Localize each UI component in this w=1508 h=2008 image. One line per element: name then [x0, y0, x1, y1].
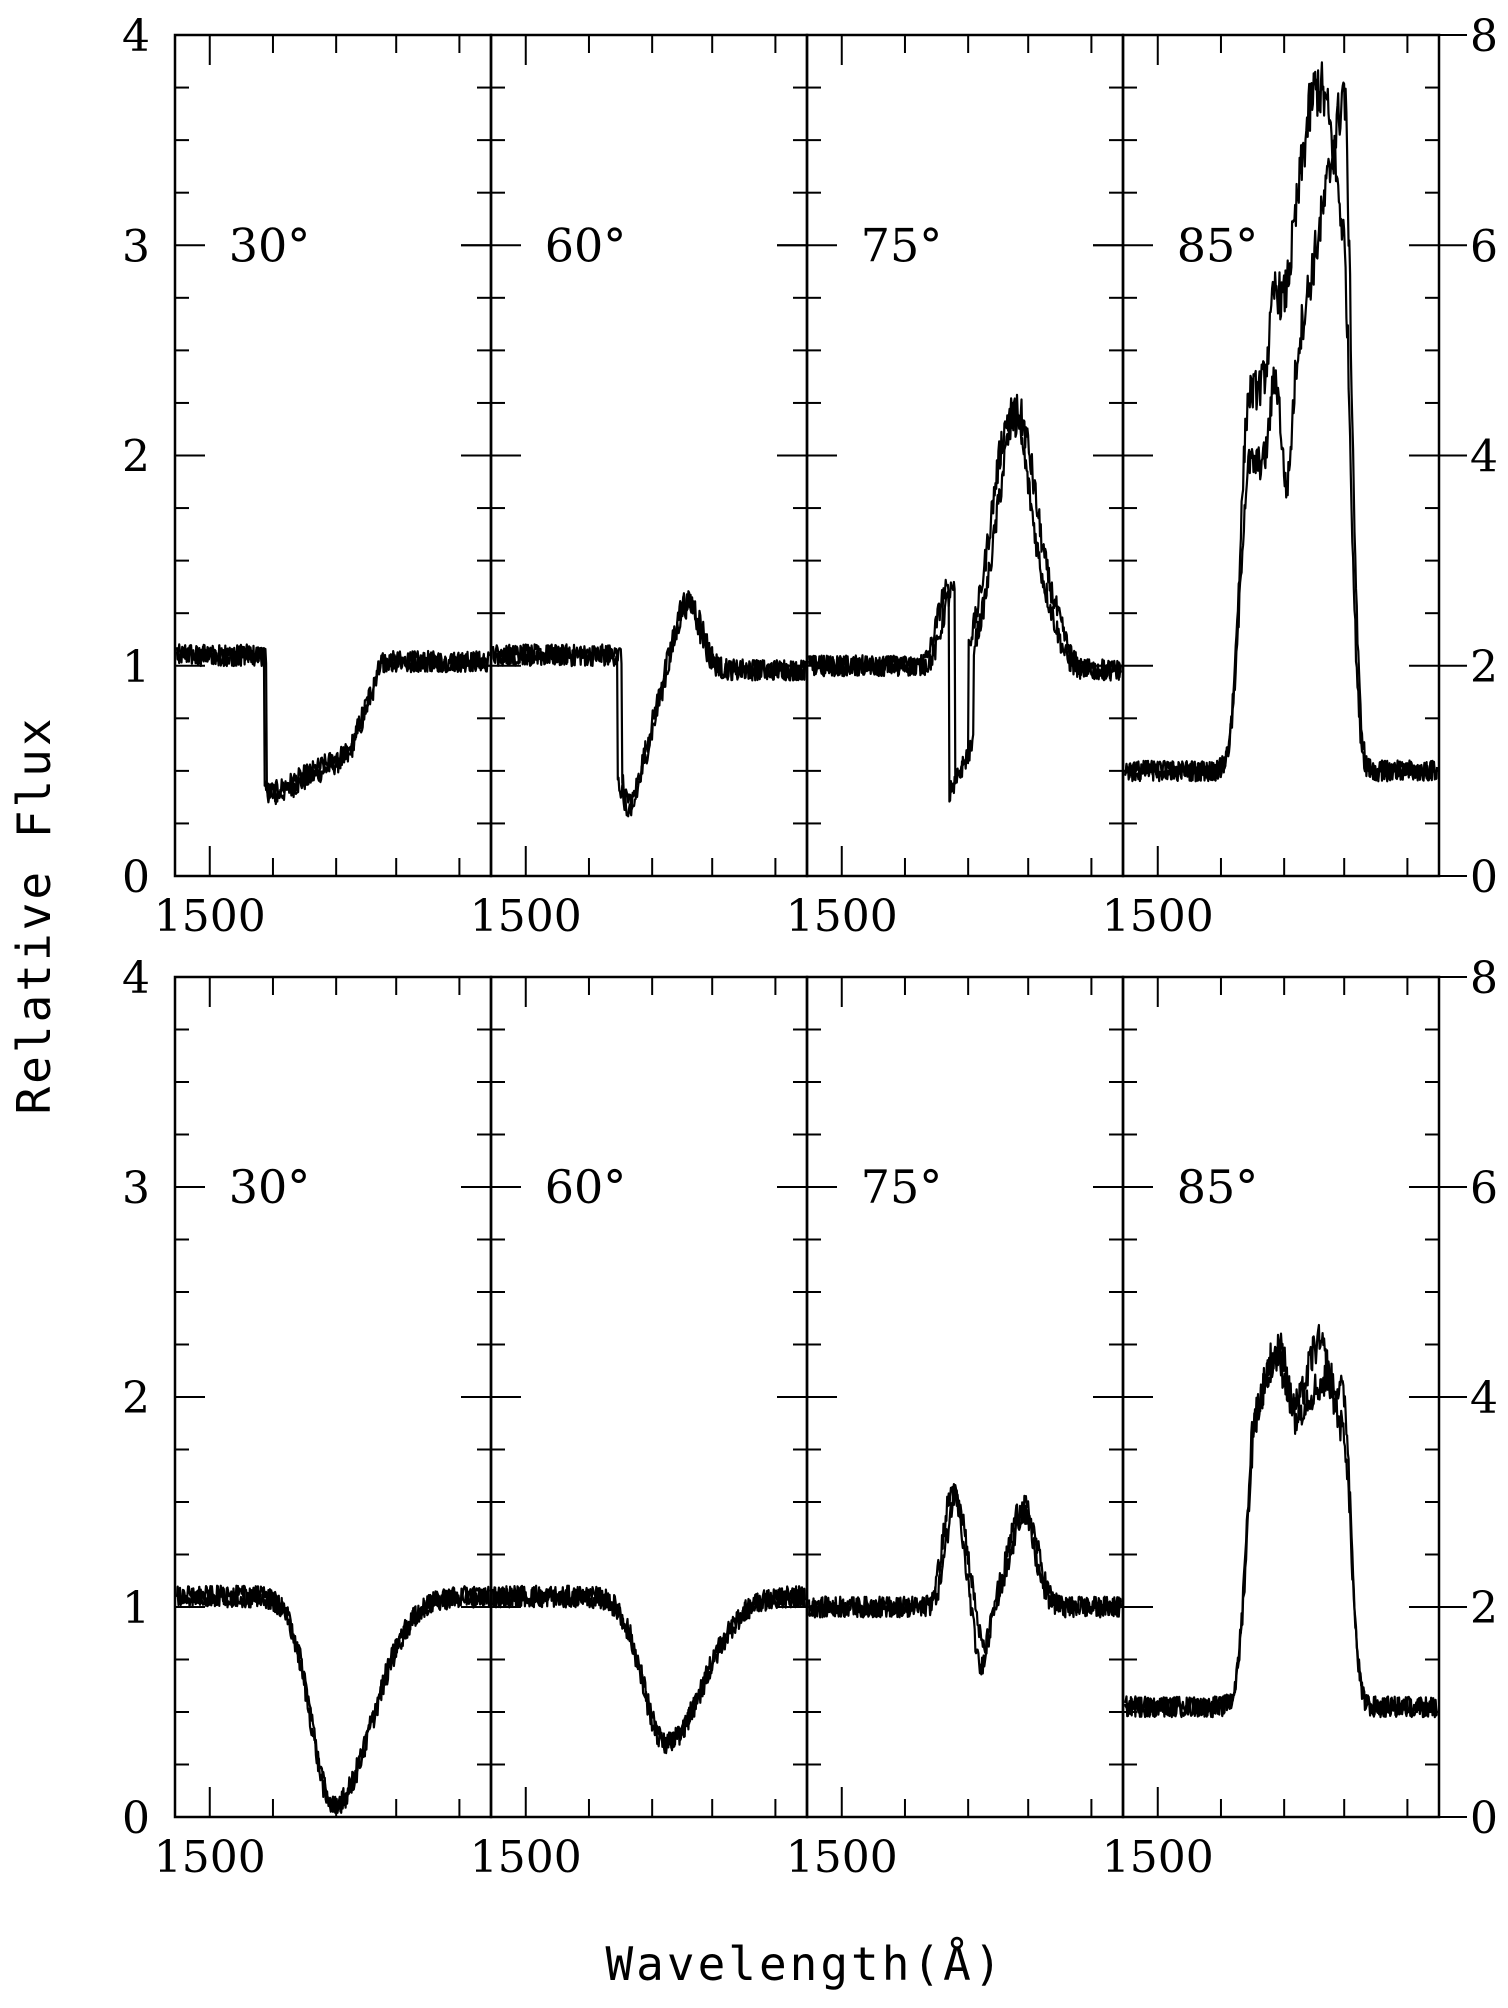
spectrum-series-2: [1123, 81, 1438, 783]
panel-bottom-0: 1500 30°: [154, 975, 493, 1883]
panel-top-2: 1500 75°: [777, 33, 1125, 942]
panel-grid: 150030°150060°150075°150085°012340246815…: [122, 11, 1498, 1883]
spectrum-series-1: [175, 1584, 491, 1814]
panel-frame: [173, 33, 493, 878]
x-tick-label: 1500: [470, 1832, 582, 1883]
panel-top-0: 1500 30°: [154, 33, 493, 942]
y-tick-label-right: 6: [1470, 221, 1498, 272]
spectrum-series-1: [807, 397, 1123, 803]
panel-bottom-2: 1500 75°: [777, 975, 1125, 1883]
spectrum-series-2: [491, 1584, 807, 1754]
y-axis-title: Relative Flux: [7, 715, 61, 1114]
panel-angle-label: 85°: [1177, 218, 1259, 272]
panel-frame: [805, 975, 1125, 1819]
spectrum-series-1: [491, 591, 807, 818]
panel-angle-label: 75°: [861, 1160, 943, 1214]
x-tick-label: 1500: [786, 1832, 898, 1883]
panel-angle-label: 30°: [229, 218, 311, 272]
spectrum-series-2: [491, 590, 807, 811]
y-tick-label-right: 4: [1470, 1373, 1498, 1424]
y-tick-label-right: 2: [1470, 642, 1498, 693]
y-tick-label-left: 2: [122, 1373, 150, 1424]
y-tick-label-right: 0: [1470, 1793, 1498, 1844]
y-tick-label-left: 2: [122, 432, 150, 483]
spectrum-series-2: [807, 1483, 1123, 1655]
panel-bottom-1: 1500 60°: [461, 975, 809, 1883]
panel-angle-label: 30°: [229, 1160, 311, 1214]
y-tick-label-left: 4: [122, 953, 150, 1004]
y-tick-label-right: 8: [1470, 953, 1498, 1004]
panel-angle-label: 60°: [545, 218, 627, 272]
spectrum-series-1: [807, 1484, 1123, 1676]
panel-bottom-3: 1500 85°: [1093, 975, 1467, 1883]
y-tick-label-left: 3: [122, 221, 150, 272]
panel-frame: [1121, 975, 1441, 1819]
panel-frame: [489, 975, 809, 1819]
y-tick-label-right: 0: [1470, 852, 1498, 903]
panel-angle-label: 85°: [1177, 1160, 1259, 1214]
spectrum-series-2: [175, 643, 491, 803]
panel-top-3: 1500 85°: [1093, 33, 1467, 942]
y-tick-label-left: 1: [122, 1583, 150, 1634]
panel-frame: [805, 33, 1125, 878]
y-tick-label-right: 6: [1470, 1163, 1498, 1214]
y-tick-label-left: 0: [122, 852, 150, 903]
panel-top-1: 1500 60°: [461, 33, 809, 942]
x-tick-label: 1500: [1102, 1832, 1214, 1883]
y-tick-label-right: 8: [1470, 11, 1498, 62]
spectrum-series-2: [1123, 1332, 1439, 1719]
y-tick-label-left: 3: [122, 1163, 150, 1214]
panel-frame: [173, 975, 493, 1819]
panel-angle-label: 60°: [545, 1160, 627, 1214]
y-tick-label-left: 1: [122, 642, 150, 693]
y-tick-label-right: 4: [1470, 432, 1498, 483]
panel-angle-label: 75°: [861, 218, 943, 272]
spectrum-series-2: [176, 1584, 491, 1814]
x-tick-label: 1500: [154, 1832, 266, 1883]
spectrum-series-2: [807, 393, 1123, 785]
x-tick-label: 1500: [786, 891, 898, 942]
x-tick-label: 1500: [154, 891, 266, 942]
x-tick-label: 1500: [470, 891, 582, 942]
x-tick-label: 1500: [1102, 891, 1214, 942]
spectrum-series-1: [1123, 1323, 1439, 1719]
x-axis-title: Wavelength(Å): [605, 1937, 1004, 1991]
y-tick-label-left: 4: [122, 11, 150, 62]
y-tick-label-left: 0: [122, 1793, 150, 1844]
panel-frame: [1121, 33, 1441, 878]
y-tick-label-right: 2: [1470, 1583, 1498, 1634]
